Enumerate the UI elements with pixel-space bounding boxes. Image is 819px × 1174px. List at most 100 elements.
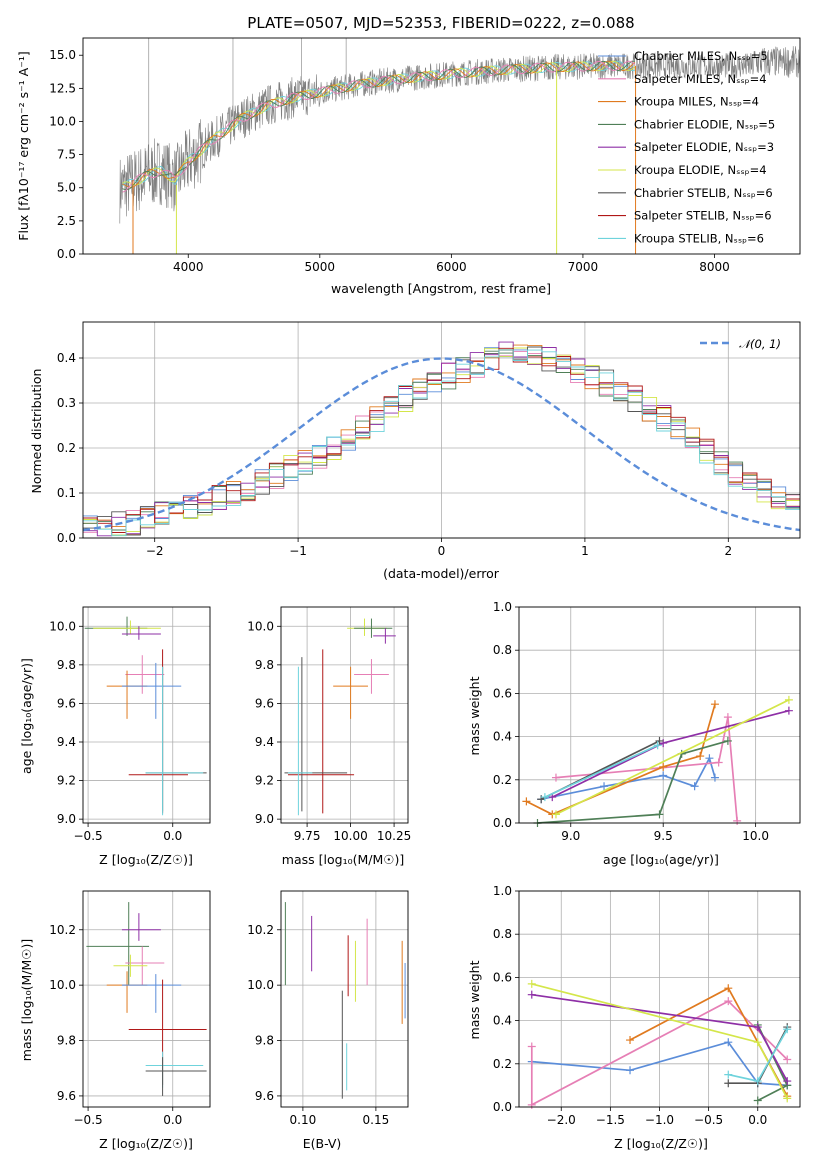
x-tick-label: 10.0 (742, 829, 769, 843)
legend-label-kroupa_miles: Kroupa MILES, Nₛₛₚ=4 (634, 95, 759, 109)
series-marker-chabrier_elodie (655, 810, 664, 819)
mass-vs-metallicity-plot: −0.5 0.0 9.6 9.8 10.0 10.2 (49, 890, 211, 1127)
series-marker-chabrier_miles (705, 754, 714, 763)
legend-label-salpeter_stelib: Salpeter STELIB, Nₛₛₚ=6 (634, 209, 772, 223)
axes-frame (518, 890, 801, 1108)
y-tick-label: 0.0 (493, 1100, 512, 1114)
series-marker-kroupa_stelib (753, 1077, 762, 1086)
x-tick-label: −0.5 (74, 829, 103, 843)
y-tick-label: 9.4 (57, 735, 76, 749)
y-tick-label: 9.0 (57, 812, 76, 826)
x-tick-label: −2.0 (547, 1113, 576, 1127)
series-line-kroupa_elodie (555, 699, 790, 816)
ebv-axis-label: E(B-V) (303, 1136, 342, 1151)
y-tick-label: 0.2 (57, 441, 76, 455)
spectrum-ylabel: Flux [fλ10⁻¹⁷ erg cm⁻² s⁻¹ A⁻¹] (16, 51, 31, 240)
series-marker-salpeter_miles (733, 816, 742, 825)
series-marker-salpeter_miles (551, 773, 560, 782)
y-tick-label: 0.6 (493, 970, 512, 984)
mass-axis-label-bottom: mass [log₁₀(M/M☉)] (282, 852, 404, 867)
y-tick-label: 0.8 (493, 643, 512, 657)
y-tick-label: 0.8 (493, 927, 512, 941)
series-marker-chabrier_elodie (753, 1096, 762, 1105)
series-marker-chabrier_miles (710, 773, 719, 782)
normal-curve (82, 357, 801, 532)
y-tick-label: 0.0 (493, 816, 512, 830)
series-line-chabrier_elodie (537, 740, 729, 824)
legend-label-chabrier_elodie: Chabrier ELODIE, Nₛₛₚ=5 (634, 117, 775, 131)
series-marker-chabrier_miles (659, 771, 668, 780)
y-tick-label: 9.2 (255, 774, 274, 788)
spectrum-xlabel: wavelength [Angstrom, rest frame] (331, 281, 551, 296)
model-spectrum-chabrier_elodie (122, 60, 636, 191)
series-marker-salpeter_elodie (783, 1077, 792, 1086)
y-tick-label: 5.0 (57, 181, 76, 195)
x-tick-label: −1 (289, 544, 307, 558)
series-marker-chabrier_stelib (655, 736, 664, 745)
y-tick-label: 0.6 (493, 686, 512, 700)
age-axis-label-right: age [log₁₀(age/yr)] (603, 852, 719, 867)
y-tick-label: 9.4 (255, 735, 274, 749)
age-axis-label: age [log₁₀(age/yr)] (19, 658, 34, 774)
y-tick-label: 2.5 (57, 214, 76, 228)
series-marker-chabrier_elodie (723, 736, 732, 745)
y-tick-label: 10.0 (247, 619, 274, 633)
x-tick-label: 0.0 (748, 1113, 767, 1127)
series-marker-salpeter_elodie (527, 990, 536, 999)
series-marker-kroupa_miles (710, 700, 719, 709)
age-vs-mass-plot: 9.75 10.00 10.25 9.0 9.2 9.4 9.6 9.8 10.0 (247, 606, 411, 843)
y-tick-label: 0.0 (57, 531, 76, 545)
x-tick-label: 8000 (699, 260, 730, 274)
series-marker-salpeter_elodie (659, 739, 668, 748)
legend-label-kroupa_elodie: Kroupa ELODIE, Nₛₛₚ=4 (634, 163, 767, 177)
series-marker-kroupa_miles (724, 984, 733, 993)
series-marker-salpeter_miles (723, 713, 732, 722)
y-tick-label: 9.8 (255, 1034, 274, 1048)
series-marker-kroupa_elodie (527, 979, 536, 988)
histogram-kroupa_stelib (83, 349, 800, 537)
legend-label-kroupa_stelib: Kroupa STELIB, Nₛₛₚ=6 (634, 231, 764, 245)
y-tick-label: 0.3 (57, 396, 76, 410)
y-tick-label: 12.5 (49, 81, 76, 95)
mass-vs-ebv-plot: 0.10 0.15 9.6 9.8 10.0 10.2 (247, 890, 409, 1127)
series-marker-kroupa_stelib (653, 741, 662, 750)
y-tick-label: 15.0 (49, 48, 76, 62)
y-tick-label: 9.6 (57, 1089, 76, 1103)
x-tick-label: −0.5 (74, 1113, 103, 1127)
series-marker-salpeter_elodie (784, 706, 793, 715)
y-tick-label: 0.2 (493, 773, 512, 787)
series-marker-chabrier_miles (600, 782, 609, 791)
x-tick-label: 5000 (305, 260, 336, 274)
age-vs-metallicity-plot: −0.5 0.0 9.0 9.2 9.4 9.6 9.8 10.0 (49, 606, 211, 843)
y-tick-label: 0.2 (493, 1057, 512, 1071)
axes-frame (82, 321, 801, 539)
y-tick-label: 1.0 (493, 884, 512, 898)
x-tick-label: 10.00 (333, 829, 367, 843)
legend-label-salpeter_miles: Salpeter MILES, Nₛₛₚ=4 (634, 72, 767, 86)
series-marker-kroupa_stelib (783, 1025, 792, 1034)
model-spectrum-salpeter_miles (122, 60, 636, 193)
legend-label-chabrier_miles: Chabrier MILES, Nₛₛₚ=5 (634, 49, 768, 63)
axes-frame (280, 606, 409, 824)
x-tick-label: 1 (581, 544, 589, 558)
spectrum-title: PLATE=0507, MJD=52353, FIBERID=0222, z=0… (247, 14, 634, 32)
series-marker-kroupa_stelib (724, 1070, 733, 1079)
y-tick-label: 10.0 (49, 619, 76, 633)
series-marker-salpeter_miles (527, 1100, 536, 1109)
y-tick-label: 10.0 (49, 114, 76, 128)
histogram-xlabel: (data-model)/error (383, 566, 500, 581)
mass-weight-vs-metallicity-plot: −2.0 −1.5 −1.0 −0.5 0.0 0.0 0.2 0.4 0.6 0.8 1.0 (493, 884, 801, 1127)
histogram-legend-label: 𝒩(0, 1) (739, 337, 781, 351)
histogram-chabrier_stelib (83, 346, 800, 536)
series-marker-kroupa_elodie (753, 1038, 762, 1047)
mass-weight-label-top: mass weight (467, 676, 482, 755)
axes-frame (82, 37, 801, 255)
axes-frame (82, 606, 211, 824)
x-tick-label: 10.25 (377, 829, 411, 843)
x-tick-label: 0.0 (163, 1113, 182, 1127)
x-tick-label: 4000 (173, 260, 204, 274)
y-tick-label: 0.4 (493, 1014, 512, 1028)
axes-frame (82, 890, 211, 1108)
y-tick-label: 10.0 (49, 978, 76, 992)
